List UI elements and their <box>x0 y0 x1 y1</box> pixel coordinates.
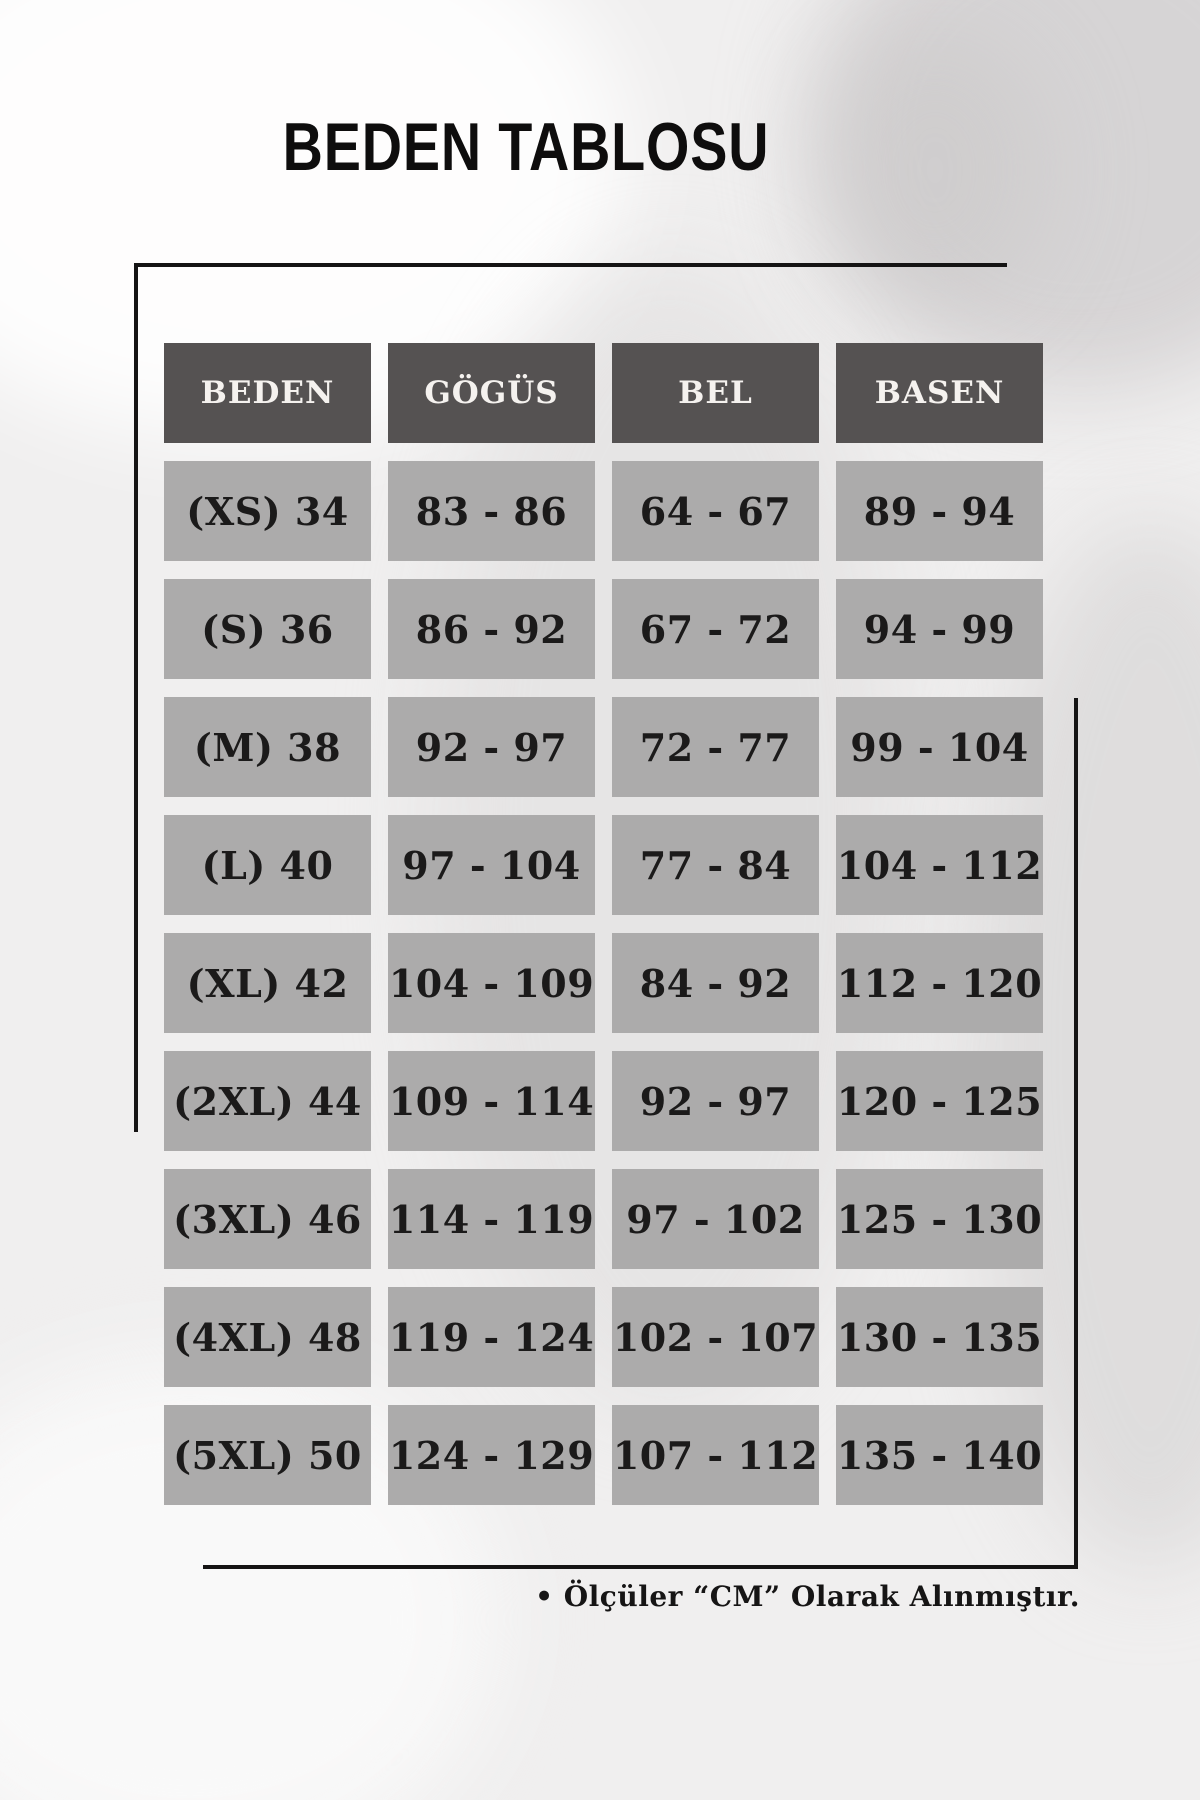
measure-cell: 92 - 97 <box>388 697 595 797</box>
measure-cell: 67 - 72 <box>612 579 819 679</box>
measure-cell: 119 - 124 <box>388 1287 595 1387</box>
measure-cell: 104 - 109 <box>388 933 595 1033</box>
decorative-frame-line-top <box>134 263 1007 267</box>
decorative-frame-line-right <box>1074 698 1078 1569</box>
measure-cell: 102 - 107 <box>612 1287 819 1387</box>
size-cell: (4XL) 48 <box>164 1287 371 1387</box>
measure-cell: 83 - 86 <box>388 461 595 561</box>
page-title: BEDEN TABLOSU <box>282 109 770 185</box>
decorative-frame-line-bottom <box>203 1565 1078 1569</box>
size-cell: (S) 36 <box>164 579 371 679</box>
size-cell: (2XL) 44 <box>164 1051 371 1151</box>
measure-cell: 72 - 77 <box>612 697 819 797</box>
size-cell: (XS) 34 <box>164 461 371 561</box>
header-cell-gögüs: GÖGÜS <box>388 343 595 443</box>
size-cell: (XL) 42 <box>164 933 371 1033</box>
measure-cell: 64 - 67 <box>612 461 819 561</box>
size-table: BEDEN GÖGÜS BEL BASEN (XS) 34 83 - 86 64 - 67 8… <box>164 343 1043 1505</box>
measure-cell: 109 - 114 <box>388 1051 595 1151</box>
size-cell: (L) 40 <box>164 815 371 915</box>
decorative-frame-line-left <box>134 263 138 1132</box>
measure-cell: 97 - 102 <box>612 1169 819 1269</box>
measure-cell: 86 - 92 <box>388 579 595 679</box>
measure-cell: 94 - 99 <box>836 579 1043 679</box>
measure-cell: 125 - 130 <box>836 1169 1043 1269</box>
measure-cell: 135 - 140 <box>836 1405 1043 1505</box>
size-cell: (3XL) 46 <box>164 1169 371 1269</box>
header-cell-basen: BASEN <box>836 343 1043 443</box>
header-cell-bel: BEL <box>612 343 819 443</box>
size-cell: (5XL) 50 <box>164 1405 371 1505</box>
measure-cell: 97 - 104 <box>388 815 595 915</box>
measure-cell: 84 - 92 <box>612 933 819 1033</box>
measure-cell: 99 - 104 <box>836 697 1043 797</box>
header-cell-beden: BEDEN <box>164 343 371 443</box>
measure-cell: 107 - 112 <box>612 1405 819 1505</box>
measure-cell: 112 - 120 <box>836 933 1043 1033</box>
measure-cell: 89 - 94 <box>836 461 1043 561</box>
measure-cell: 77 - 84 <box>612 815 819 915</box>
measure-cell: 92 - 97 <box>612 1051 819 1151</box>
measure-cell: 120 - 125 <box>836 1051 1043 1151</box>
measurement-note: • Ölçüler “CM” Olarak Alınmıştır. <box>535 1580 1080 1613</box>
measure-cell: 104 - 112 <box>836 815 1043 915</box>
measure-cell: 114 - 119 <box>388 1169 595 1269</box>
size-cell: (M) 38 <box>164 697 371 797</box>
measure-cell: 124 - 129 <box>388 1405 595 1505</box>
measure-cell: 130 - 135 <box>836 1287 1043 1387</box>
